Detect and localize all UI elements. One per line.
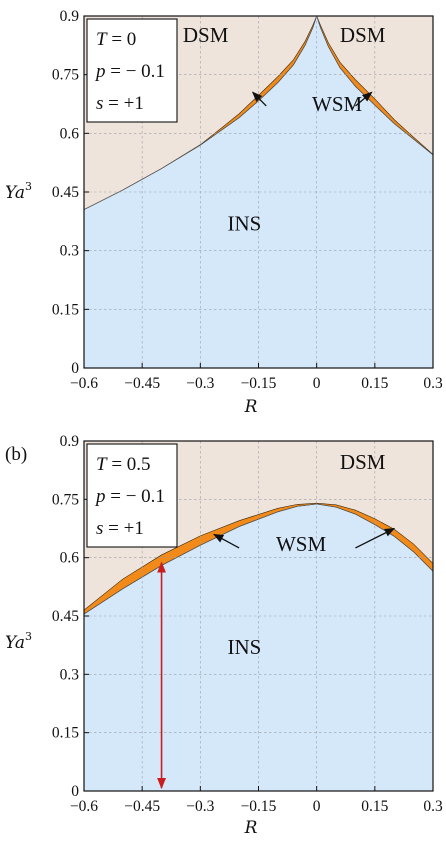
y-tick-label: 0.45	[52, 608, 79, 625]
y-tick-label: 0.75	[52, 491, 79, 508]
region-label-dsm-right: DSM	[340, 23, 386, 47]
panel-b-ylabel: Ya3	[5, 630, 32, 653]
x-tick-label: −0.15	[241, 798, 277, 815]
region-label-ins: INS	[227, 635, 261, 659]
y-tick-label: 0	[71, 783, 79, 800]
x-tick-label: 0	[313, 798, 321, 815]
panel-a-plot: −0.6 −0.45 −0.3 −0.15 0 0.15 0.3 0 0.15 0.3 0.45 0.…	[52, 8, 443, 392]
param-p: p = − 0.1	[94, 61, 165, 82]
x-tick-label: 0.3	[423, 798, 443, 815]
panel-a-ylabel: Ya3	[5, 180, 32, 203]
x-tick-label: −0.6	[70, 375, 98, 392]
x-tick-label: 0.15	[361, 375, 388, 392]
panel-b-xlabel: R	[244, 818, 258, 838]
wsm-pointer-arrow	[355, 527, 396, 549]
y-tick-label: 0.15	[52, 301, 79, 318]
panel-b-label: (b)	[5, 444, 27, 465]
region-label-wsm: WSM	[276, 532, 327, 556]
x-tick-label: −0.3	[186, 375, 214, 392]
x-tick-label: −0.45	[124, 375, 160, 392]
param-T: T = 0.5	[96, 454, 151, 475]
region-label-wsm: WSM	[312, 92, 363, 116]
x-tick-label: −0.45	[124, 798, 160, 815]
param-s: s = +1	[96, 93, 144, 114]
panel-a: −0.6 −0.45 −0.3 −0.15 0 0.15 0.3 0 0.15 0.3 0.45 0.…	[5, 8, 443, 417]
x-tick-label: −0.3	[186, 798, 214, 815]
param-s: s = +1	[96, 518, 144, 539]
y-tick-label: 0.6	[60, 125, 80, 142]
param-box-b	[86, 443, 178, 548]
wsm-pointer-arrow	[355, 91, 373, 107]
wsm-pointer-arrow	[212, 533, 240, 549]
y-tick-label: 0.75	[52, 67, 79, 84]
y-tick-label: 0.9	[60, 433, 80, 450]
region-label-ins: INS	[227, 211, 261, 235]
y-tick-label: 0.15	[52, 725, 79, 742]
param-T: T = 0	[96, 29, 136, 50]
x-tick-label: 0	[313, 375, 321, 392]
x-tick-label: 0.3	[423, 375, 443, 392]
y-tick-label: 0	[71, 360, 79, 377]
y-tick-label: 0.3	[60, 243, 80, 260]
x-tick-label: −0.6	[70, 798, 98, 815]
wsm-pointer-arrow	[251, 91, 267, 107]
param-p: p = − 0.1	[94, 486, 165, 507]
x-tick-label: −0.15	[241, 375, 277, 392]
region-label-dsm: DSM	[340, 450, 386, 474]
x-tick-label: 0.15	[361, 798, 388, 815]
y-tick-label: 0.6	[60, 550, 80, 567]
panel-b-plot: −0.6 −0.45 −0.3 −0.15 0 0.15 0.3 0 0.15 0.3 0.45 0.…	[52, 433, 443, 815]
y-tick-label: 0.45	[52, 184, 79, 201]
param-box-a	[86, 18, 178, 123]
y-tick-label: 0.9	[60, 8, 80, 25]
region-label-dsm-left: DSM	[183, 23, 229, 47]
panel-a-xlabel: R	[244, 397, 258, 417]
boundary-line-a	[84, 16, 433, 210]
panel-b: (b) −0.6 −0.45 −0.3 −0.15 0 0.15 0.3 0 0.15 0.3 0.…	[5, 433, 443, 838]
y-tick-label: 0.3	[60, 666, 80, 683]
